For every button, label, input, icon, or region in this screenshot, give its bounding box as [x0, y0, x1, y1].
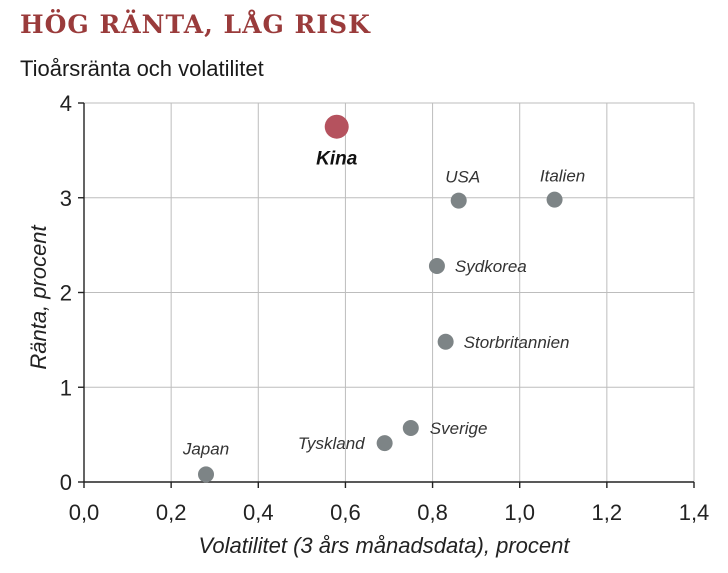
y-tick-label: 0 — [60, 470, 72, 495]
data-point-sverige — [402, 419, 419, 436]
y-axis-label: Ränta, procent — [26, 224, 51, 369]
y-tick-label: 3 — [60, 186, 72, 211]
data-point-tyskland — [376, 435, 393, 452]
data-label-kina: Kina — [316, 149, 358, 170]
data-label-japan: Japan — [182, 439, 229, 458]
x-tick-label: 0,4 — [243, 500, 274, 525]
x-tick-label: 1,2 — [592, 500, 623, 525]
data-label-storbritannien: Storbritannien — [464, 333, 570, 352]
data-label-italien: Italien — [540, 167, 585, 186]
chart-title: HÖG RÄNTA, LÅG RISK — [20, 10, 371, 39]
x-tick-label: 0,8 — [417, 500, 448, 525]
x-tick-label: 0,0 — [69, 500, 100, 525]
data-point-japan — [198, 466, 214, 483]
x-tick-label: 1,4 — [679, 500, 710, 525]
data-label-tyskland: Tyskland — [298, 434, 365, 453]
data-label-sydkorea: Sydkorea — [455, 257, 527, 276]
data-point-storbritannien — [437, 333, 454, 350]
data-label-usa: USA — [445, 168, 480, 187]
x-axis-label: Volatilitet (3 års månadsdata), procent — [199, 533, 571, 558]
y-tick-label: 1 — [60, 375, 72, 400]
y-tick-label: 2 — [60, 281, 72, 306]
x-tick-label: 0,2 — [156, 500, 187, 525]
data-point-usa — [450, 192, 467, 209]
data-point-italien — [546, 191, 563, 208]
x-tick-label: 1,0 — [504, 500, 535, 525]
data-point-kina — [324, 114, 349, 139]
y-tick-label: 4 — [60, 91, 72, 116]
data-label-sverige: Sverige — [430, 419, 488, 438]
data-point-sydkorea — [428, 257, 445, 274]
x-tick-label: 0,6 — [330, 500, 361, 525]
chart-subtitle: Tioårsränta och volatilitet — [20, 56, 264, 81]
